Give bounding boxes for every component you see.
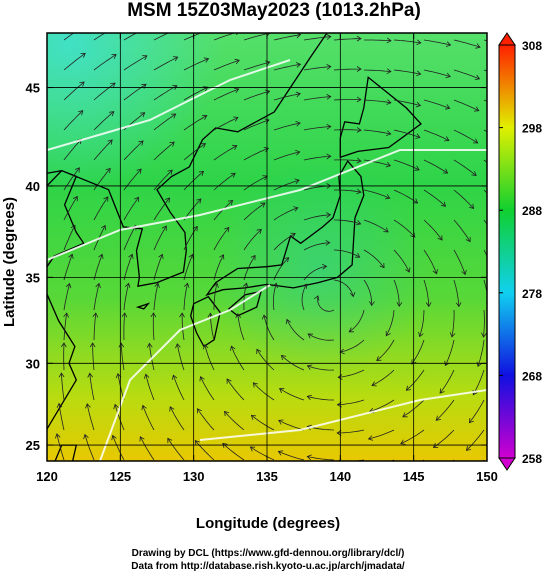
x-tick-label: 125 <box>109 469 131 484</box>
y-tick-label: 35 <box>26 270 40 285</box>
colorbar-label: 268 <box>522 369 542 383</box>
map-area <box>0 14 509 493</box>
streamline <box>432 460 454 475</box>
x-label: Longitude (degrees) <box>196 515 340 532</box>
arrowhead <box>491 270 496 275</box>
y-label: Latitude (degrees) <box>1 197 18 327</box>
colorbar-top <box>499 33 515 45</box>
arrowhead <box>81 25 86 29</box>
arrowhead <box>432 471 437 475</box>
x-tick-label: 135 <box>256 469 278 484</box>
x-tick-label: 145 <box>403 469 425 484</box>
x-tick-label: 150 <box>476 469 498 484</box>
y-tick-label: 45 <box>26 81 40 96</box>
colorbar-body <box>499 45 515 458</box>
footer-line: Drawing by DCL (https://www.gfd-dennou.o… <box>132 548 405 559</box>
y-tick-label: 40 <box>26 179 40 194</box>
arrowhead <box>112 26 117 30</box>
colorbar-label: 298 <box>522 122 542 136</box>
x-tick-label: 130 <box>183 469 205 484</box>
colorbar-label: 288 <box>522 204 542 218</box>
y-tick-label: 30 <box>26 356 40 371</box>
arrowhead <box>464 474 469 478</box>
colorbar-bottom <box>499 458 515 470</box>
arrowhead <box>368 464 372 469</box>
footer-line: Data from http://database.rish.kyoto-u.a… <box>131 561 405 572</box>
title: MSM 15Z03May2023 (1013.2hPa) <box>127 0 421 21</box>
arrowhead <box>143 27 148 32</box>
colorbar-label: 308 <box>522 39 542 53</box>
colorbar-label: 278 <box>522 287 542 301</box>
x-tick-label: 140 <box>329 469 351 484</box>
y-tick-label: 25 <box>26 438 40 453</box>
colorbar: 258 268 278 288 298 308 <box>499 33 542 470</box>
arrowhead <box>174 28 179 33</box>
x-tick-label: 120 <box>36 469 58 484</box>
arrowhead <box>495 238 499 243</box>
colorbar-label: 258 <box>522 452 542 466</box>
